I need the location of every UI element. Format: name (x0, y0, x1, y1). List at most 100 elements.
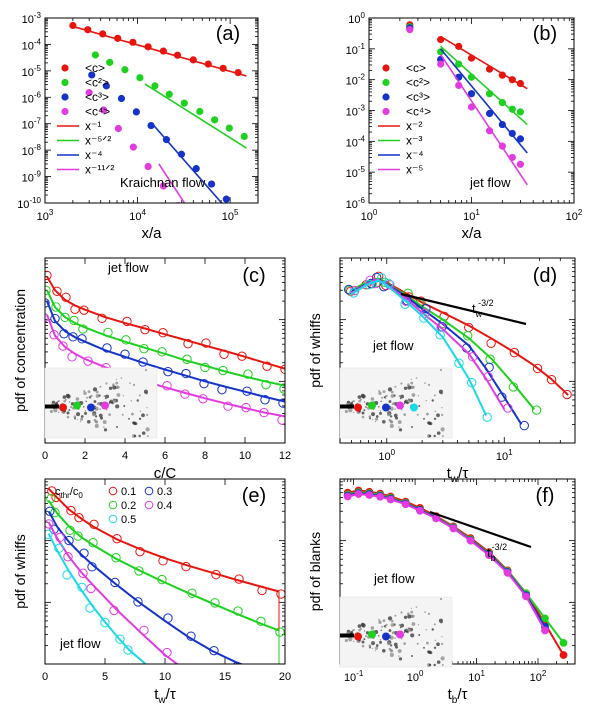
data-point (45, 519, 54, 529)
data-point (180, 99, 188, 107)
tick-label: 8 (202, 450, 208, 462)
tick-label: 10-5 (22, 64, 42, 79)
data-point (508, 105, 516, 113)
legend-marker (144, 486, 154, 496)
plot-area (406, 21, 528, 186)
data-point (562, 389, 572, 400)
data-point (183, 339, 193, 349)
data-point (62, 570, 72, 580)
legend-entry: 0.4 (157, 500, 172, 512)
tick-label: 100 (361, 208, 378, 223)
data-point (46, 493, 56, 504)
data-point (365, 275, 375, 285)
data-point (70, 304, 80, 315)
tick-label: 103 (37, 208, 54, 223)
data-point (484, 362, 494, 373)
data-point (74, 512, 84, 523)
tick-label: 15 (219, 671, 231, 683)
data-point (217, 384, 227, 395)
data-point (63, 552, 73, 562)
panel-label: (f) (536, 485, 555, 507)
data-point (151, 82, 159, 90)
data-point (109, 605, 119, 616)
data-point (68, 332, 78, 342)
data-point (67, 352, 77, 362)
data-point (79, 305, 89, 315)
data-point (102, 82, 110, 90)
tick-label: 4 (122, 450, 128, 462)
data-point (190, 222, 197, 229)
data-point (241, 402, 251, 413)
data-point (421, 303, 431, 314)
tick-label: 6 (162, 450, 168, 462)
data-point (277, 415, 285, 425)
tick-label: 100 (407, 669, 424, 684)
data-point (508, 382, 519, 392)
tick-label: 102 (530, 669, 547, 684)
data-point (349, 288, 359, 298)
data-point (110, 577, 120, 588)
data-point (112, 533, 122, 544)
data-point (103, 327, 113, 338)
data-point (91, 51, 99, 59)
data-point (147, 121, 155, 130)
data-point (45, 506, 55, 516)
data-point (223, 401, 233, 411)
legend-entry: x⁻⁴ (85, 148, 103, 162)
data-point (85, 603, 95, 613)
plot-frame (44, 17, 259, 204)
panel-c: 0 2 4 6 8 10 12 c/C pdf of concentration (c) jet f… (12, 257, 291, 482)
series-line (47, 487, 280, 593)
tick-label: 10-7 (22, 117, 42, 132)
tick-label: 102 (566, 208, 583, 223)
fit-line (439, 54, 528, 186)
data-point (138, 357, 148, 367)
data-point (257, 585, 267, 596)
legend-entry: <c> (85, 61, 105, 75)
legend-entry: 0.1 (121, 486, 136, 498)
sensor-marker (396, 630, 404, 639)
data-point (186, 631, 196, 641)
legend-entry: x⁻⁵ᐟ² (85, 134, 111, 148)
data-point (47, 486, 57, 496)
plot-area (343, 486, 568, 659)
data-point (88, 538, 98, 548)
data-point (111, 553, 121, 563)
sensor-marker (382, 632, 390, 641)
plot-area (45, 486, 285, 664)
data-point (144, 162, 152, 171)
data-point (121, 66, 129, 74)
tick-label: 10 (239, 450, 251, 462)
plot-frame (339, 478, 576, 665)
data-point (232, 661, 242, 664)
flow-label: jet flow (59, 636, 101, 651)
data-point (50, 313, 60, 324)
data-point (466, 536, 475, 545)
legend-entry: <c⁴> (406, 105, 431, 119)
data-point (66, 505, 76, 516)
panel-f: 10-1 100 101 102 tb/τ pdf of blanks (f) jet flo… (307, 478, 576, 706)
data-point (200, 362, 210, 373)
sensor-marker (354, 403, 362, 412)
legend-entry: x⁻⁴ (406, 148, 424, 162)
panel-label: (b) (533, 23, 557, 45)
data-point (77, 582, 87, 593)
data-point (163, 366, 173, 377)
fit-line (153, 125, 223, 203)
panel-label: (d) (533, 265, 557, 287)
data-point (225, 124, 233, 132)
data-point (49, 330, 59, 340)
data-point (159, 182, 167, 190)
data-point (207, 180, 216, 188)
series-line (350, 279, 488, 416)
data-point (468, 352, 478, 362)
tick-label: 101 (468, 669, 485, 684)
data-point (83, 356, 93, 366)
data-point (531, 405, 542, 415)
data-point (482, 412, 492, 422)
x-axis-label: x/a (461, 225, 482, 242)
data-point (122, 316, 132, 327)
panel-a: 103 104 105 10-10 10-9 10-8 10-7 10-6 10-5 10-4 10… (17, 11, 259, 242)
data-point (59, 329, 69, 339)
legend-entry: 0.5 (121, 514, 136, 526)
